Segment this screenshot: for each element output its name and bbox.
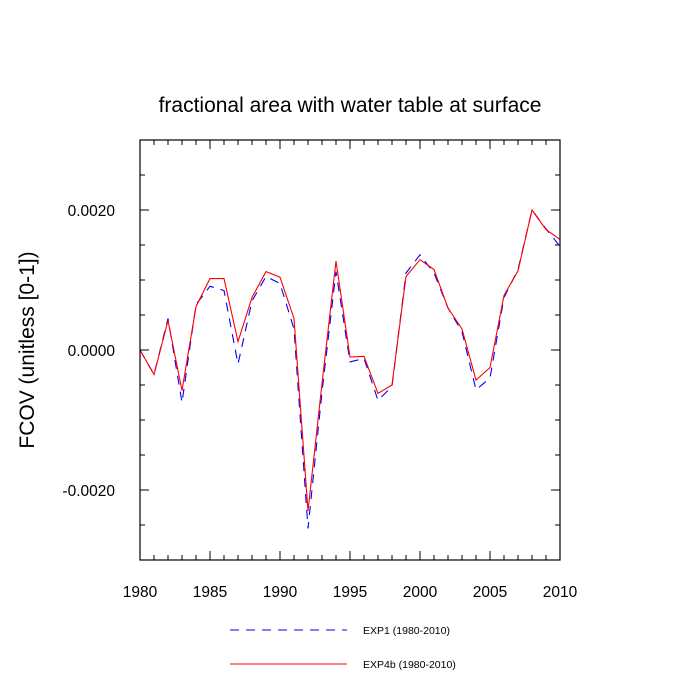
x-tick-label: 2000 [403, 584, 438, 601]
x-tick-label: 1995 [333, 584, 367, 601]
legend-label: EXP1 (1980-2010) [363, 625, 450, 637]
y-tick-label: 0.0000 [68, 343, 116, 360]
axis-ticks: 1980 1985 1990 1995 2000 2005 2010 -0.0020 0.000… [62, 139, 578, 601]
y-tick-label: -0.0020 [62, 483, 115, 500]
x-tick-label: 1980 [123, 584, 158, 601]
legend-label: EXP4b (1980-2010) [363, 659, 456, 671]
x-tick-label: 2005 [473, 584, 507, 601]
series-lines [139, 208, 561, 529]
x-tick-label: 2010 [543, 584, 578, 601]
x-tick-label: 1985 [193, 584, 227, 601]
series-line-0 [139, 208, 561, 529]
x-tick-label: 1990 [263, 584, 298, 601]
series-line-1 [139, 208, 561, 512]
chart-title: fractional area with water table at surf… [159, 94, 542, 117]
plot-frame [139, 139, 561, 561]
y-axis-label: FCOV (unitless [0-1]) [16, 251, 39, 448]
y-tick-label: 0.0020 [68, 203, 116, 220]
legend: EXP1 (1980-2010) EXP4b (1980-2010) [230, 625, 456, 671]
